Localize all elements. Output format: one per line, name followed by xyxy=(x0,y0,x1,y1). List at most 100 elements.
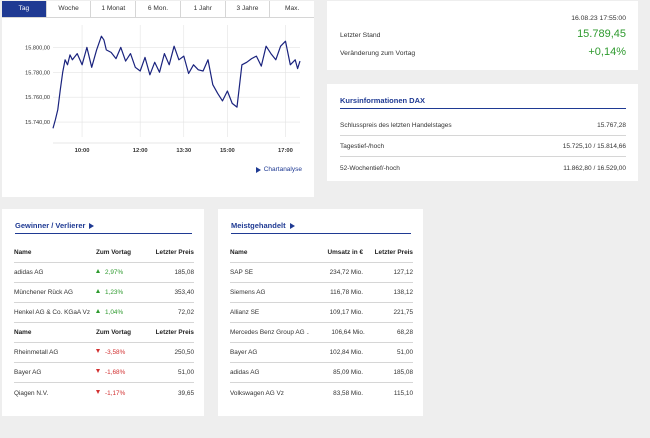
price-value: 185,08 xyxy=(174,269,194,276)
col-name-header: Name xyxy=(14,249,32,256)
kursinformationen-title: Kursinformationen DAX xyxy=(340,96,426,105)
stock-name[interactable]: Allianz SE xyxy=(230,309,260,316)
col-name-header: Name xyxy=(14,329,32,336)
price-value: 51,00 xyxy=(178,369,194,376)
kurs-row-label: Schlusspreis des letzten Handelstages xyxy=(340,122,452,129)
dax-intraday-chart: 15.800,00 15.780,00 15.760,00 15.740,00 10:0… xyxy=(25,25,301,154)
change-cell: 1,23% xyxy=(96,289,146,296)
kurs-row-value: 15.725,10 / 15.814,66 xyxy=(562,143,626,150)
stock-name[interactable]: adidas AG xyxy=(230,369,260,376)
table-row[interactable]: Münchener Rück AG 1,23% 353,40 xyxy=(14,283,194,303)
stock-name[interactable]: adidas AG xyxy=(14,269,44,276)
change-cell: 1,04% xyxy=(96,309,146,316)
letzter-stand-label: Letzter Stand xyxy=(340,32,381,39)
arrow-down-icon xyxy=(96,389,100,394)
table-row[interactable]: Henkel AG & Co. KGaA Vz 1,04% 72,02 xyxy=(14,303,194,323)
price-value: 115,10 xyxy=(393,389,413,397)
dax-series-line xyxy=(52,35,301,129)
col-price-header: Letzter Preis xyxy=(155,249,194,256)
stock-name[interactable]: Siemens AG xyxy=(230,289,266,296)
table-header: Name Zum Vortag Letzter Preis xyxy=(14,243,194,263)
gewinner-verlierer-link[interactable]: Gewinner / Verlierer xyxy=(15,221,95,230)
stock-name[interactable]: Münchener Rück AG xyxy=(14,289,73,296)
tab-1-monat[interactable]: 1 Monat xyxy=(91,1,137,17)
stock-name[interactable]: Bayer AG xyxy=(14,369,42,376)
y-tick-label: 15.760,00 xyxy=(25,95,50,101)
title-divider xyxy=(340,108,626,109)
veraenderung-value: +0,14% xyxy=(588,46,626,58)
col-mid-header: Umsatz in € xyxy=(327,249,363,256)
table-row[interactable]: adidas AG 85,09 Mio. 185,08 xyxy=(230,363,413,383)
meistgehandelt-title: Meistgehandelt xyxy=(231,221,286,230)
veraenderung-row: Veränderung zum Vortag +0,14% xyxy=(340,46,626,58)
kurs-row: Tagestief-/hoch 15.725,10 / 15.814,66 xyxy=(340,137,626,157)
tab-6-mon[interactable]: 6 Mon. xyxy=(136,1,181,17)
gewinner-verlierer-card: Gewinner / Verlierer Name Zum Vortag Letzt… xyxy=(2,209,204,416)
umsatz-value: 85,09 Mio. xyxy=(333,369,363,376)
arrow-up-icon xyxy=(96,309,100,313)
change-value: -1,17% xyxy=(105,389,126,397)
price-value: 72,02 xyxy=(178,309,194,316)
table-row[interactable]: Qiagen N.V. -1,17% 39,65 xyxy=(14,383,194,403)
kurs-row: Schlusspreis des letzten Handelstages 15.… xyxy=(340,116,626,136)
table-row[interactable]: adidas AG 2,97% 185,08 xyxy=(14,263,194,283)
tab-tag[interactable]: Tag xyxy=(2,1,47,17)
price-value: 127,12 xyxy=(393,269,413,276)
meistgehandelt-card: Meistgehandelt Name Umsatz in € Letzter Pr… xyxy=(218,209,423,416)
table-row[interactable]: Volkswagen AG Vz 83,58 Mio. 115,10 xyxy=(230,383,413,403)
tab-woche[interactable]: Woche xyxy=(47,1,92,17)
stand-datetime: 16.08.23 17:55:00 xyxy=(571,15,626,22)
table-header: Name Umsatz in € Letzter Preis xyxy=(230,243,413,263)
umsatz-value: 106,64 Mio. xyxy=(331,329,365,336)
stock-name[interactable]: Qiagen N.V. xyxy=(14,389,49,397)
price-value: 51,00 xyxy=(397,349,413,356)
price-value: 138,12 xyxy=(393,289,413,296)
change-value: 1,23% xyxy=(105,289,124,296)
change-value: -1,68% xyxy=(105,369,126,376)
stock-name[interactable]: SAP SE xyxy=(230,269,253,276)
kurs-row-value: 11.862,80 / 16.529,00 xyxy=(563,164,626,172)
table-row[interactable]: Rheinmetall AG -3,58% 250,50 xyxy=(14,343,194,363)
stock-name[interactable]: Henkel AG & Co. KGaA Vz xyxy=(14,309,91,316)
tab-max[interactable]: Max. xyxy=(285,5,300,12)
table-row[interactable]: Bayer AG 102,84 Mio. 51,00 xyxy=(230,343,413,363)
stock-name[interactable]: Bayer AG xyxy=(230,349,258,356)
kurs-row-value: 15.767,28 xyxy=(597,122,626,129)
chartanalyse-link[interactable]: Chartanalyse xyxy=(255,166,302,173)
arrow-up-icon xyxy=(96,269,100,273)
umsatz-value: 116,78 Mio. xyxy=(330,289,363,296)
table-row[interactable]: SAP SE 234,72 Mio. 127,12 xyxy=(230,263,413,283)
meistgehandelt-link[interactable]: Meistgehandelt xyxy=(231,221,295,230)
x-tick-label: 13:30 xyxy=(176,148,191,154)
stock-name[interactable]: Mercedes Benz Group AG ... xyxy=(230,329,309,336)
x-tick-label: 17:00 xyxy=(278,148,293,154)
table-row[interactable]: Mercedes Benz Group AG ... 106,64 Mio. 68,… xyxy=(230,323,413,343)
table-header: Name Zum Vortag Letzter Preis xyxy=(14,323,194,343)
title-divider xyxy=(231,233,411,234)
price-value: 185,08 xyxy=(393,369,413,376)
table-row[interactable]: Bayer AG -1,68% 51,00 xyxy=(14,363,194,383)
play-arrow-icon xyxy=(255,166,261,173)
umsatz-value: 234,72 Mio. xyxy=(329,269,363,276)
tab-3-jahre[interactable]: 3 Jahre xyxy=(226,1,271,17)
change-value: 1,04% xyxy=(105,309,124,316)
table-row[interactable]: Allianz SE 109,17 Mio. 221,75 xyxy=(230,303,413,323)
x-tick-label: 12:00 xyxy=(133,148,148,154)
timeframe-tabs: Tag Woche 1 Monat 6 Mon. 1 Jahr 3 Jahre Max. xyxy=(2,1,314,18)
col-price-header: Letzter Preis xyxy=(374,249,413,256)
col-price-header: Letzter Preis xyxy=(155,329,194,336)
stock-name[interactable]: Rheinmetall AG xyxy=(14,349,59,356)
kurs-row: 52-Wochentief/-hoch 11.862,80 / 16.529,00 xyxy=(340,158,626,178)
letzter-stand-card: 16.08.23 17:55:00 Letzter Stand 15.789,4… xyxy=(327,1,638,70)
tab-1-jahr[interactable]: 1 Jahr xyxy=(181,1,226,17)
stock-name[interactable]: Volkswagen AG Vz xyxy=(230,389,284,397)
y-tick-label: 15.780,00 xyxy=(25,70,50,76)
umsatz-value: 83,58 Mio. xyxy=(333,389,363,397)
play-arrow-icon xyxy=(89,222,95,229)
arrow-up-icon xyxy=(96,289,100,293)
table-row[interactable]: Siemens AG 116,78 Mio. 138,12 xyxy=(230,283,413,303)
change-cell: -1,17% xyxy=(96,389,146,397)
play-arrow-icon xyxy=(289,222,295,229)
chartanalyse-label: Chartanalyse xyxy=(263,166,302,173)
title-divider xyxy=(15,233,192,234)
